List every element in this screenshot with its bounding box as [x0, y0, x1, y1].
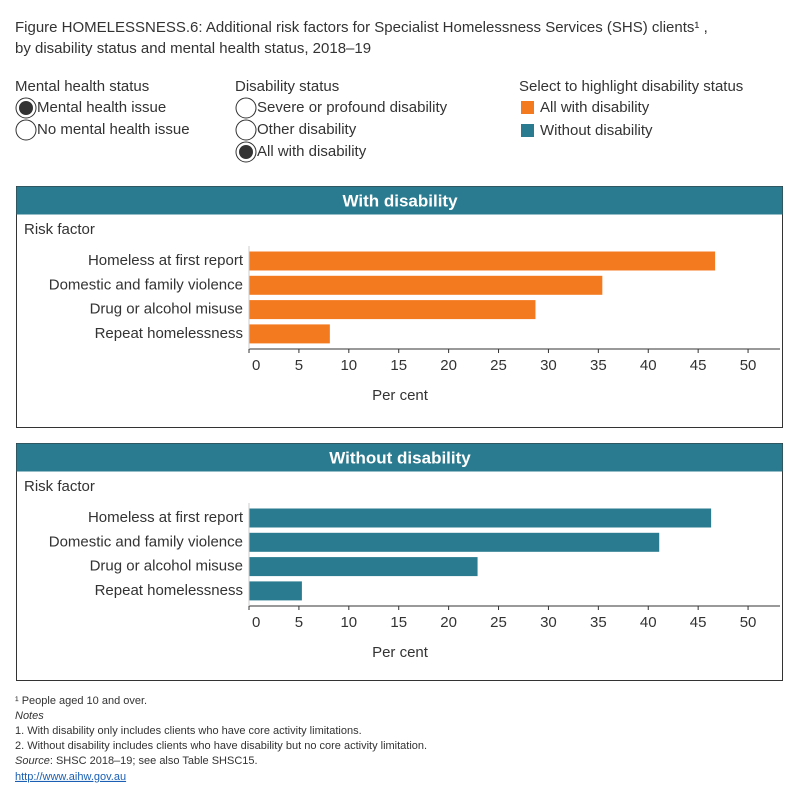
- figure-title: Figure HOMELESSNESS.6: Additional risk f…: [15, 19, 708, 36]
- x-tick-label: 10: [340, 614, 357, 631]
- x-tick-label: 5: [295, 614, 303, 631]
- x-tick-label: 40: [640, 357, 657, 374]
- x-tick-label: 30: [540, 614, 557, 631]
- x-tick-label: 35: [590, 614, 607, 631]
- chart-panel: Without disability Risk factor Homeless at…: [16, 443, 783, 681]
- note: 1. With disability only includes clients…: [15, 725, 362, 737]
- x-tick-label: 10: [340, 357, 357, 374]
- bar: [249, 557, 478, 577]
- notes-label: Notes: [15, 710, 44, 722]
- legend-label: Select to highlight disability status: [519, 78, 743, 95]
- bar: [249, 300, 536, 320]
- footnote: ¹ People aged 10 and over.: [15, 695, 147, 707]
- radio-label: All with disability: [257, 143, 367, 160]
- x-tick-label: 45: [690, 357, 707, 374]
- category-label: Repeat homelessness: [95, 582, 243, 599]
- x-tick-label: 0: [252, 357, 260, 374]
- x-tick-label: 35: [590, 357, 607, 374]
- radio-option[interactable]: No mental health issue: [15, 119, 190, 141]
- x-tick-label: 0: [252, 614, 260, 631]
- x-axis-title: Per cent: [372, 387, 429, 404]
- x-tick-label: 50: [740, 357, 757, 374]
- bar: [249, 508, 712, 528]
- x-tick-label: 45: [690, 614, 707, 631]
- bar: [249, 581, 302, 601]
- radio-label: Mental health issue: [37, 99, 166, 116]
- x-tick-label: 25: [490, 614, 507, 631]
- bar: [249, 532, 660, 552]
- category-label: Homeless at first report: [88, 252, 244, 269]
- x-tick-label: 25: [490, 357, 507, 374]
- legend-swatch: [521, 101, 534, 114]
- legend-item[interactable]: All with disability: [521, 99, 650, 116]
- radio-option[interactable]: Other disability: [235, 119, 357, 141]
- category-label: Domestic and family violence: [49, 276, 243, 293]
- bar: [249, 324, 330, 344]
- bar: [249, 251, 716, 271]
- y-axis-title: Risk factor: [24, 478, 95, 495]
- x-tick-label: 20: [440, 614, 457, 631]
- legend-item[interactable]: Without disability: [521, 122, 653, 139]
- radio-label: Other disability: [257, 121, 357, 138]
- radio-button: [235, 97, 257, 119]
- radio-label: Severe or profound disability: [257, 99, 448, 116]
- x-tick-label: 50: [740, 614, 757, 631]
- x-tick-label: 30: [540, 357, 557, 374]
- panel-title: Without disability: [329, 448, 471, 467]
- panel-title: With disability: [342, 191, 458, 210]
- radio-option[interactable]: All with disability: [235, 141, 367, 163]
- radio-dot: [19, 101, 33, 115]
- x-axis-title: Per cent: [372, 644, 429, 661]
- x-tick-label: 20: [440, 357, 457, 374]
- x-tick-label: 15: [390, 614, 407, 631]
- y-axis-title: Risk factor: [24, 221, 95, 238]
- category-label: Domestic and family violence: [49, 533, 243, 550]
- legend-swatch: [521, 124, 534, 137]
- chart-panel: With disability Risk factor Homeless at fi…: [16, 186, 783, 428]
- panel-header: [16, 443, 783, 472]
- radio-dot: [239, 145, 253, 159]
- category-label: Drug or alcohol misuse: [90, 301, 243, 318]
- x-tick-label: 5: [295, 357, 303, 374]
- radio-button: [235, 119, 257, 141]
- figure-title: by disability status and mental health s…: [15, 40, 371, 57]
- source: Source: SHSC 2018–19; see also Table SHS…: [15, 755, 258, 767]
- source-label: Source: [15, 755, 50, 767]
- radio-button: [15, 119, 37, 141]
- bar: [249, 275, 603, 295]
- radio-option[interactable]: Mental health issue: [15, 97, 166, 119]
- x-tick-label: 40: [640, 614, 657, 631]
- category-label: Repeat homelessness: [95, 325, 243, 342]
- source-text: : SHSC 2018–19; see also Table SHSC15.: [50, 755, 258, 767]
- legend-text: All with disability: [540, 99, 650, 116]
- radio-label: No mental health issue: [37, 121, 190, 138]
- x-tick-label: 15: [390, 357, 407, 374]
- category-label: Drug or alcohol misuse: [90, 558, 243, 575]
- panel-header: [16, 186, 783, 215]
- category-label: Homeless at first report: [88, 509, 244, 526]
- radio-option[interactable]: Severe or profound disability: [235, 97, 448, 119]
- source-link[interactable]: http://www.aihw.gov.au: [15, 771, 126, 783]
- note: 2. Without disability includes clients w…: [15, 740, 427, 752]
- filter-label: Mental health status: [15, 78, 149, 95]
- legend-text: Without disability: [540, 122, 653, 139]
- filter-label: Disability status: [235, 78, 339, 95]
